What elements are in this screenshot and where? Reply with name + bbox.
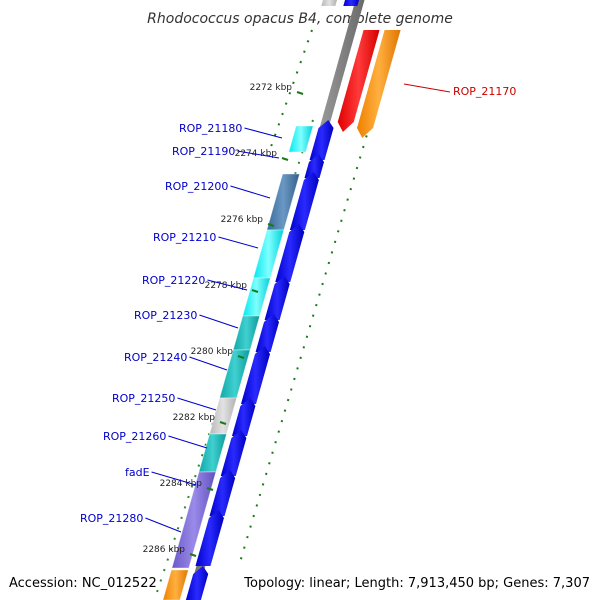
- cds-arrow: [185, 566, 209, 600]
- annotation-band-segment: [198, 433, 228, 473]
- annotation-band-segment: [171, 471, 217, 569]
- gene-leader-line: [218, 236, 259, 249]
- cds-track: [185, 0, 359, 600]
- cds-arrow: [304, 154, 324, 178]
- annotation-band-segment: [321, 0, 337, 6]
- tick-label: 2278 kbp: [205, 281, 248, 291]
- gene-label: ROP_21180: [179, 122, 242, 135]
- gene-label: ROP_21220: [142, 274, 205, 287]
- annotation-bands: [162, 0, 337, 600]
- tick-mark: [189, 553, 197, 557]
- dotted-guides: [153, 29, 399, 600]
- gene-label: ROP_21280: [80, 512, 143, 525]
- gene-leader-line: [207, 279, 248, 291]
- tick-mark: [237, 355, 245, 359]
- gene-label: ROP_21260: [103, 430, 166, 443]
- gene-leader-line: [189, 356, 228, 371]
- tick-label: 2272 kbp: [250, 83, 293, 93]
- tick-mark: [267, 223, 275, 227]
- gene-orange-right: [357, 30, 401, 138]
- annotation-band-segment: [232, 315, 261, 351]
- topology-text: Topology: linear; Length: 7,913,450 bp; …: [243, 576, 590, 591]
- tick-mark: [251, 289, 259, 293]
- annotation-band-segment: [162, 569, 189, 600]
- gene-leader-line: [145, 517, 182, 533]
- gene-labels: ROP_21180 ROP_21190 ROP_21200 ROP_21210 ROP_…: [80, 83, 516, 533]
- tick-mark: [219, 421, 227, 425]
- tick-label: 2280 kbp: [191, 347, 234, 357]
- gene-leader-line: [199, 314, 239, 329]
- tick-label: 2276 kbp: [221, 215, 264, 225]
- cds-arrow: [343, 0, 359, 6]
- tick-label: 2286 kbp: [143, 545, 186, 555]
- gene-label: ROP_21230: [134, 309, 197, 322]
- cds-arrow: [209, 470, 236, 516]
- gene-label: ROP_21250: [112, 392, 175, 405]
- gene-leader-line: [237, 150, 280, 159]
- cds-arrow: [275, 224, 305, 282]
- gene-leader-line: [244, 127, 283, 139]
- map-title: Rhodococcus opacus B4, complete genome: [147, 11, 453, 27]
- cds-arrow: [195, 510, 224, 566]
- cds-arrow: [240, 346, 271, 404]
- gene-leader-line: [168, 435, 208, 449]
- accession-text: Accession: NC_012522: [9, 576, 157, 591]
- gene-label: ROP_21170: [453, 85, 516, 98]
- gene-label: fadE: [125, 466, 150, 479]
- cds-arrow: [289, 172, 319, 230]
- gene-leader-line: [403, 83, 451, 93]
- dotted-guide-right: [239, 29, 399, 561]
- tick-label: 2282 kbp: [173, 413, 216, 423]
- right-track: [337, 30, 401, 138]
- tick-mark: [206, 487, 214, 491]
- tick-label: 2284 kbp: [160, 479, 203, 489]
- gene-label: ROP_21190: [172, 145, 235, 158]
- cds-arrow: [264, 276, 290, 320]
- tick-mark: [296, 91, 304, 95]
- gene-leader-line: [177, 397, 217, 411]
- gene-label: ROP_21240: [124, 351, 187, 364]
- cds-arrow: [309, 120, 334, 160]
- gene-leader-line: [230, 185, 271, 199]
- gene-leader-line: [151, 471, 197, 486]
- gene-label: ROP_21200: [165, 180, 228, 193]
- cds-arrow: [231, 398, 256, 436]
- gene-label: ROP_21210: [153, 231, 216, 244]
- tick-mark: [281, 157, 289, 161]
- annotation-band-segment: [288, 125, 314, 153]
- gene-rop-21170-red: [337, 30, 380, 132]
- cds-arrow: [220, 430, 247, 476]
- cds-arrow: [255, 314, 280, 352]
